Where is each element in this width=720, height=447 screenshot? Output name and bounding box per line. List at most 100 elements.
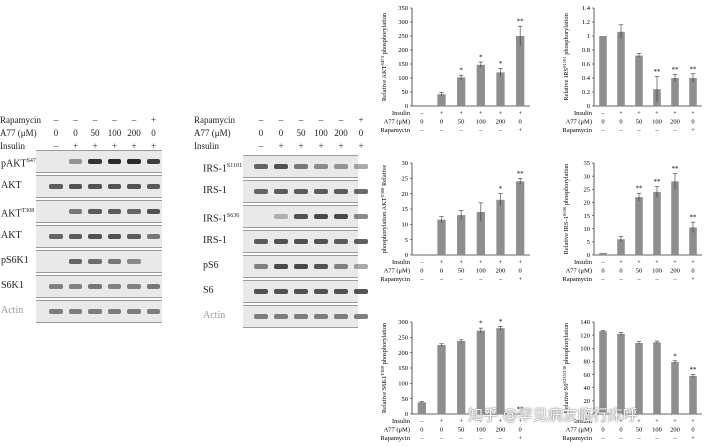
condition-value: 0 xyxy=(151,128,156,138)
blot-band xyxy=(107,259,122,264)
blot-band xyxy=(334,214,348,219)
condition-value: – xyxy=(112,115,117,125)
condition-row-value: – xyxy=(478,435,483,442)
bar xyxy=(417,402,426,414)
blot-band xyxy=(254,189,268,194)
condition-row-value: + xyxy=(637,418,641,425)
bar xyxy=(496,328,505,414)
condition-label: A77 (μM) xyxy=(0,128,37,138)
condition-row-value: 100 xyxy=(652,268,662,275)
condition-row-label: Insulin xyxy=(392,259,411,266)
bar xyxy=(437,345,446,414)
bar xyxy=(496,199,505,255)
condition-row-value: 100 xyxy=(652,427,662,434)
blot-band xyxy=(127,309,141,314)
condition-row-value: 0 xyxy=(519,427,522,434)
blot-band xyxy=(127,184,141,189)
condition-row-value: + xyxy=(655,110,659,117)
blot-band xyxy=(127,284,141,289)
blot-band xyxy=(68,284,83,289)
condition-row-value: 0 xyxy=(619,119,622,126)
condition-value: + xyxy=(131,141,137,151)
blot-band xyxy=(127,234,141,239)
condition-row-value: + xyxy=(691,276,695,283)
condition-value: 50 xyxy=(296,128,306,138)
y-tick-label: 1.2 xyxy=(582,19,590,26)
condition-row-value: + xyxy=(637,259,641,266)
condition-row-label: Rapamycin xyxy=(380,276,410,283)
condition-row-label: Insulin xyxy=(574,418,593,425)
condition-row-value: 200 xyxy=(496,119,506,126)
blot-label-superscript: S473 xyxy=(26,158,39,164)
condition-row-label: A77 (μM) xyxy=(384,268,410,275)
y-tick-label: 20 xyxy=(402,191,409,198)
blot-band xyxy=(107,209,122,214)
condition-value: 0 xyxy=(258,128,264,138)
bar xyxy=(689,78,697,106)
blot-band xyxy=(274,214,288,219)
blot-label: IRS-1S1101 xyxy=(203,163,243,175)
condition-row-value: + xyxy=(673,259,677,266)
y-tick-label: 100 xyxy=(398,75,408,82)
y-tick-label: 20 xyxy=(584,200,591,207)
condition-label: Rapamycin xyxy=(194,115,235,125)
condition-row-value: – xyxy=(618,435,623,442)
blot-band xyxy=(314,164,328,169)
condition-row-value: – xyxy=(600,435,605,442)
blot-band xyxy=(146,159,161,164)
condition-row-value: – xyxy=(439,435,444,442)
condition-row-value: 0 xyxy=(601,119,604,126)
condition-row-value: 100 xyxy=(476,119,486,126)
significance-label: ** xyxy=(672,66,680,74)
condition-row-value: + xyxy=(479,259,483,266)
significance-label: * xyxy=(673,352,677,360)
blot-band xyxy=(314,189,328,194)
condition-row-label: Insulin xyxy=(392,110,411,117)
blot-band xyxy=(88,234,102,239)
blot-band xyxy=(334,164,348,169)
bar xyxy=(599,331,607,414)
y-axis-label-superscript: S1101 xyxy=(562,56,567,68)
condition-value: – xyxy=(338,115,344,125)
significance-label: ** xyxy=(636,185,644,193)
blot-band xyxy=(354,314,368,319)
condition-value: – xyxy=(298,115,304,125)
condition-row-value: + xyxy=(518,259,522,266)
condition-row-value: + xyxy=(691,435,695,442)
significance-label: ** xyxy=(672,165,680,173)
blot-band xyxy=(88,284,102,289)
blot-band xyxy=(314,239,328,244)
y-tick-label: 0 xyxy=(405,411,408,418)
bar-chart: 0 5 10 15 20 25 30 35 ** ** ** ** Relative IRS-1S636… xyxy=(562,160,702,283)
y-tick-label: 0 xyxy=(587,252,590,259)
condition-row-value: + xyxy=(673,110,677,117)
blot-label: S6K1 xyxy=(1,280,24,291)
blot-band xyxy=(107,284,122,289)
blot-band xyxy=(254,289,268,294)
blot-band xyxy=(254,314,268,319)
blot-band xyxy=(354,214,368,219)
condition-row-value: + xyxy=(619,259,623,266)
y-tick-label: 250 xyxy=(398,33,408,40)
y-tick-label: 300 xyxy=(398,19,408,26)
y-tick-label: 150 xyxy=(398,365,408,372)
blot-label-superscript: S1101 xyxy=(226,163,243,169)
condition-row-value: 50 xyxy=(636,268,643,275)
condition-row-value: – xyxy=(672,435,677,442)
condition-row-value: – xyxy=(478,276,483,283)
condition-row-value: + xyxy=(440,418,444,425)
y-axis-label: Relative IRS-1S636 phosphorylation xyxy=(562,163,571,255)
y-axis-label-superscript: S473 xyxy=(380,55,385,65)
condition-row-value: 0 xyxy=(440,119,443,126)
condition-row-value: 50 xyxy=(636,427,643,434)
blot-band xyxy=(88,259,102,264)
significance-label: ** xyxy=(654,68,662,76)
blot-band xyxy=(354,164,368,169)
y-tick-label: 15 xyxy=(584,213,591,220)
condition-value: 200 xyxy=(334,128,348,138)
y-tick-label: 10 xyxy=(402,222,409,229)
blot-band xyxy=(334,314,348,319)
condition-value: – xyxy=(318,115,324,125)
y-tick-label: 140 xyxy=(580,319,590,326)
